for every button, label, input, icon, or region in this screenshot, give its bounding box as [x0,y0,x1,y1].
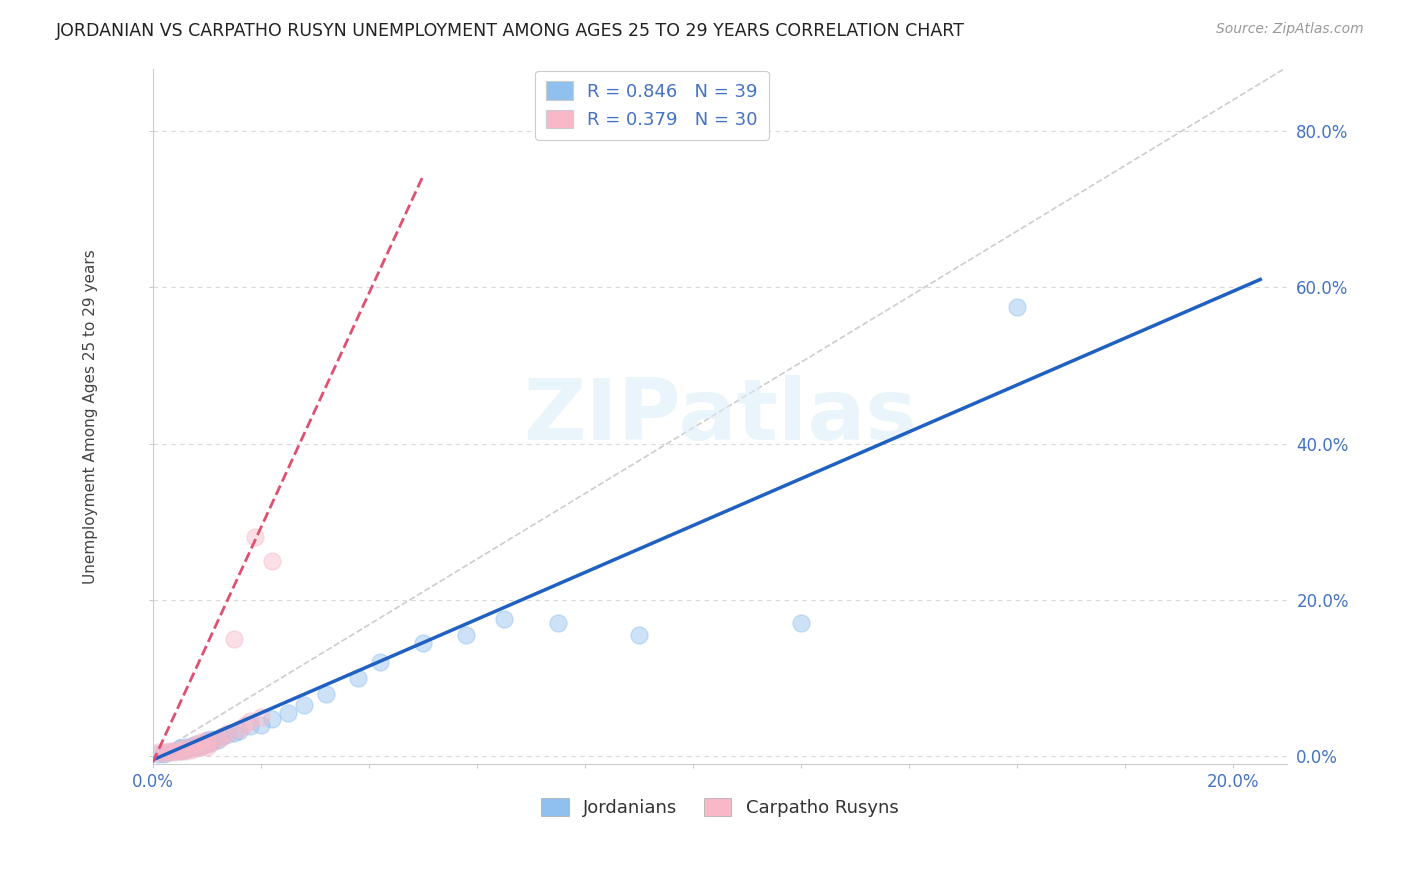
Point [184,737,207,751]
Point [454,628,477,642]
Point [184,737,207,751]
Point [222,725,245,739]
Point [190,737,212,751]
Point [180,741,202,756]
Point [195,733,218,747]
Point [195,733,218,747]
Point [169,743,191,757]
Point [163,743,186,757]
Point [195,737,218,751]
Point [207,731,229,746]
Point [190,739,212,754]
Legend: Jordanians, Carpatho Rusyns: Jordanians, Carpatho Rusyns [534,790,905,824]
Point [547,616,569,631]
Point [195,737,218,751]
Point [184,741,207,756]
Text: Source: ZipAtlas.com: Source: ZipAtlas.com [1216,22,1364,37]
Text: Unemployment Among Ages 25 to 29 years: Unemployment Among Ages 25 to 29 years [83,249,98,583]
Point [239,719,262,733]
Point [260,554,283,568]
Point [239,714,262,728]
Point [195,735,218,749]
Point [201,735,224,749]
Point [207,733,229,747]
Point [174,743,197,757]
Point [180,739,202,754]
Point [163,745,186,759]
Point [201,731,224,746]
Point [233,718,256,732]
Point [217,725,239,739]
Point [184,739,207,754]
Point [157,744,180,758]
Point [222,632,245,646]
Point [180,743,202,757]
Point [790,616,813,631]
Point [1005,300,1028,314]
Point [146,745,169,759]
Point [212,730,235,744]
Text: JORDANIAN VS CARPATHO RUSYN UNEMPLOYMENT AMONG AGES 25 TO 29 YEARS CORRELATION C: JORDANIAN VS CARPATHO RUSYN UNEMPLOYMENT… [56,22,965,40]
Point [163,744,186,758]
Point [174,741,197,756]
Point [190,739,212,753]
Point [174,739,197,754]
Point [152,745,174,759]
Point [169,744,191,758]
Point [277,706,299,720]
Point [174,743,197,757]
Point [180,739,202,753]
Point [201,735,224,749]
Point [146,747,169,762]
Point [169,743,191,757]
Point [169,741,191,756]
Point [347,671,370,685]
Point [228,722,250,736]
Point [152,746,174,760]
Point [412,636,434,650]
Point [627,628,650,642]
Point [249,710,271,724]
Point [152,747,174,761]
Point [228,724,250,739]
Point [190,735,212,749]
Text: ZIPatlas: ZIPatlas [523,375,917,458]
Point [368,655,391,669]
Point [195,739,218,754]
Point [315,686,337,700]
Point [217,727,239,741]
Point [212,730,235,744]
Point [292,698,315,713]
Point [245,530,267,544]
Point [492,612,515,626]
Point [260,712,283,726]
Point [157,745,180,759]
Point [249,718,271,732]
